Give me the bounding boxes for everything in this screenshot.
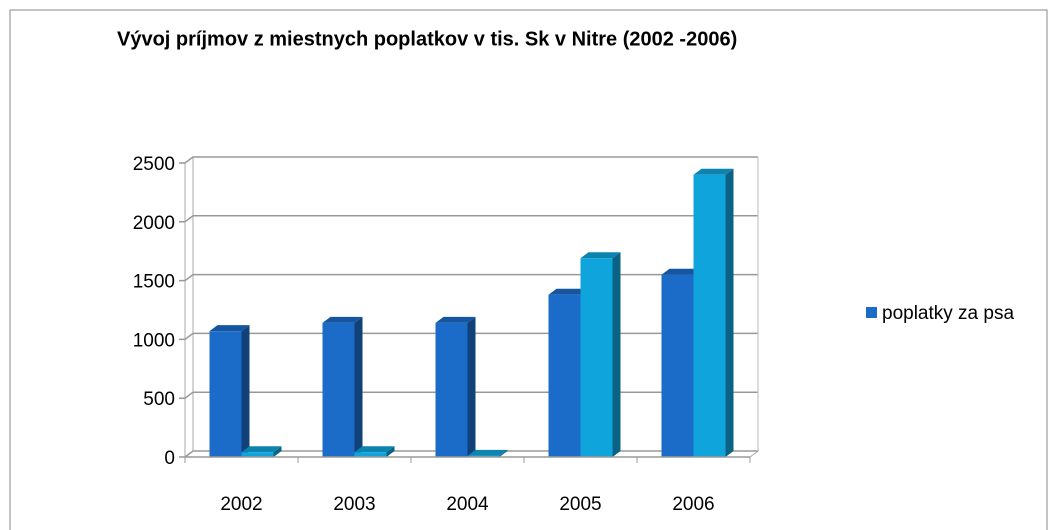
bar-front: [548, 294, 581, 457]
bar-front: [580, 258, 613, 457]
bar: [209, 325, 250, 457]
side-wall: [184, 156, 194, 458]
bar-top: [580, 252, 621, 259]
x-tick-label: 2006: [672, 494, 714, 515]
grid-line: [179, 273, 758, 282]
bar-front: [241, 452, 274, 457]
bar-top: [693, 168, 734, 175]
bar: [354, 446, 395, 457]
y-tick-label: 2500: [133, 154, 175, 175]
bar-top: [467, 449, 508, 456]
grid-line: [179, 215, 758, 223]
bar-top: [241, 446, 282, 453]
bar-side: [241, 325, 250, 457]
legend-label: poplatky za psa: [882, 303, 1014, 324]
bar-side: [467, 316, 476, 457]
bar-top: [661, 268, 702, 275]
chart-title: Vývoj príjmov z miestnych poplatkov v ti…: [117, 28, 737, 50]
chart-frame: [9, 9, 1048, 530]
bar-side: [725, 168, 734, 457]
y-tick-label: 500: [143, 389, 175, 410]
bar-top: [322, 316, 363, 323]
y-tick-label: 0: [164, 448, 175, 469]
y-tick-label: 1500: [133, 272, 175, 293]
bar-top: [354, 446, 395, 453]
x-tick-label: 2003: [333, 494, 375, 515]
bar-front: [693, 174, 726, 457]
bar-side: [354, 316, 363, 457]
x-tick-label: 2002: [220, 494, 262, 515]
x-tick-label: 2005: [559, 494, 601, 515]
bar-front: [354, 452, 387, 457]
bar-top: [209, 325, 250, 332]
legend-swatch: [866, 307, 877, 318]
bar-side: [273, 446, 282, 457]
bar: [241, 446, 282, 457]
bar-front: [435, 322, 468, 457]
bar-front: [322, 322, 355, 457]
bar-top: [548, 288, 589, 295]
bar-front: [661, 274, 694, 457]
bar: [435, 316, 476, 457]
bar: [693, 168, 734, 457]
y-tick-label: 2000: [133, 213, 175, 234]
y-tick-label: 1000: [133, 330, 175, 351]
grid-line: [179, 156, 758, 164]
bar-top: [435, 316, 476, 323]
bar: [580, 252, 621, 457]
bar-side: [386, 446, 395, 457]
x-tick-label: 2004: [446, 494, 489, 515]
bar-front: [209, 331, 242, 457]
bar: [322, 316, 363, 457]
bar-side: [612, 252, 621, 457]
bar-side: [499, 449, 508, 457]
